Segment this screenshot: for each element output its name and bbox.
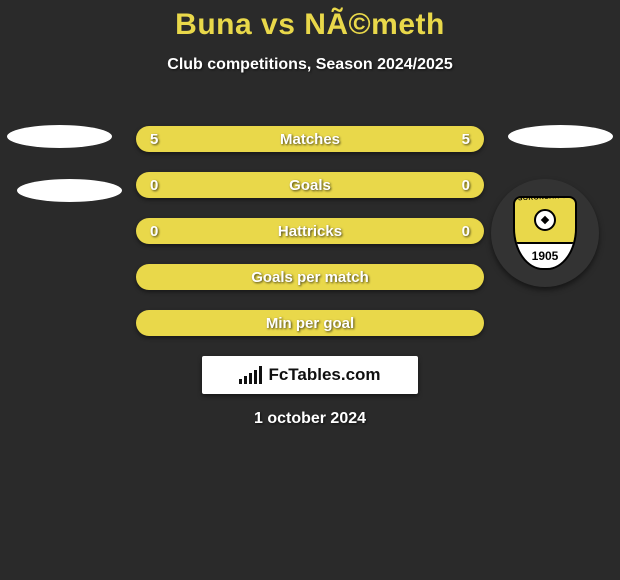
- right-club-badge: SOROKSÁR SC 1905: [491, 179, 599, 287]
- stat-left-value: 0: [150, 177, 168, 194]
- club-shield-top: [515, 198, 575, 242]
- stats-container: 5 Matches 5 0 Goals 0 0 Hattricks 0 Goal…: [136, 126, 484, 356]
- brand-text: FcTables.com: [268, 365, 380, 385]
- stat-label: Hattricks: [278, 223, 342, 240]
- page-root: Buna vs NÃ©meth Club competitions, Seaso…: [0, 0, 620, 580]
- stat-label: Goals per match: [251, 269, 369, 286]
- stat-left-value: 5: [150, 131, 168, 148]
- stat-row-hattricks: 0 Hattricks 0: [136, 218, 484, 244]
- stat-row-min-per-goal: Min per goal: [136, 310, 484, 336]
- stat-right-value: 5: [452, 131, 470, 148]
- stat-right-value: 0: [452, 223, 470, 240]
- stat-label: Matches: [280, 131, 340, 148]
- right-club-ellipse: [508, 125, 613, 148]
- left-club-ellipse-2: [17, 179, 122, 202]
- page-subtitle: Club competitions, Season 2024/2025: [0, 56, 620, 74]
- page-title: Buna vs NÃ©meth: [0, 0, 620, 42]
- stat-row-goals: 0 Goals 0: [136, 172, 484, 198]
- bar-chart-icon: [239, 366, 262, 384]
- stat-label: Goals: [289, 177, 331, 194]
- stat-row-goals-per-match: Goals per match: [136, 264, 484, 290]
- snapshot-date: 1 october 2024: [0, 410, 620, 428]
- stat-row-matches: 5 Matches 5: [136, 126, 484, 152]
- brand-box[interactable]: FcTables.com: [202, 356, 418, 394]
- left-club-ellipse-1: [7, 125, 112, 148]
- stat-left-value: 0: [150, 223, 168, 240]
- club-shield: SOROKSÁR SC 1905: [513, 196, 577, 270]
- stat-right-value: 0: [452, 177, 470, 194]
- club-shield-year: 1905: [515, 242, 575, 268]
- stat-label: Min per goal: [266, 315, 354, 332]
- soccer-ball-icon: [534, 209, 556, 231]
